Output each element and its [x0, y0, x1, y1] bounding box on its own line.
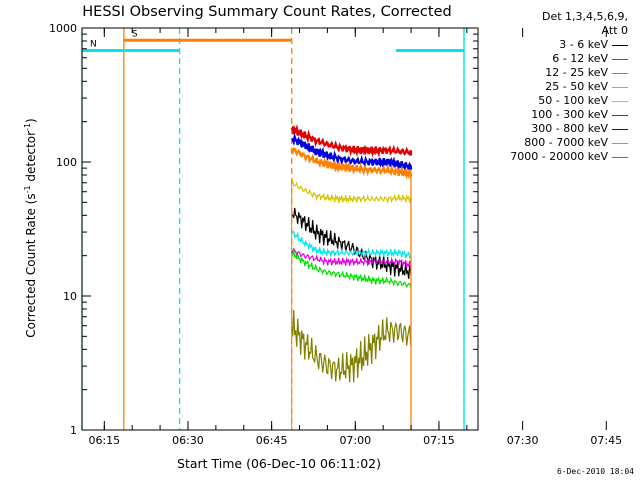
legend-swatch — [612, 72, 628, 74]
legend-swatch — [612, 114, 628, 116]
series-line — [291, 179, 412, 204]
legend-swatch — [612, 100, 628, 102]
legend-header-line1: Det 1,3,4,5,6,9, — [541, 10, 628, 23]
x-axis-label: Start Time (06-Dec-10 06:11:02) — [177, 456, 381, 471]
legend-swatch — [612, 142, 628, 144]
legend-item-label: 50 - 100 keV — [538, 94, 608, 107]
legend-swatch — [612, 128, 628, 130]
legend-item-label: 7000 - 20000 keV — [510, 150, 608, 163]
legend-header-line2: Att 0 — [601, 24, 628, 37]
legend-item: 100 - 300 keV — [478, 108, 628, 122]
legend: Det 1,3,4,5,6,9, Att 0 3 - 6 keV 6 - 12 k… — [478, 10, 628, 164]
legend-item-label: 12 - 25 keV — [545, 66, 608, 79]
y-tick-label: 1000 — [49, 22, 77, 35]
legend-item: 50 - 100 keV — [478, 94, 628, 108]
y-axis-label-main: Corrected Count Rate (s — [24, 193, 38, 337]
legend-item-label: 25 - 50 keV — [545, 80, 608, 93]
legend-item-label: 300 - 800 keV — [531, 122, 608, 135]
series-line — [291, 250, 412, 289]
x-tick-label: 07:15 — [423, 434, 455, 447]
y-axis-label: Corrected Count Rate (s-1 detector-1) — [23, 118, 38, 337]
y-tick-label: 10 — [63, 290, 77, 303]
y-axis-label-end: ) — [24, 118, 38, 123]
legend-item: 25 - 50 keV — [478, 80, 628, 94]
legend-item: 3 - 6 keV — [478, 38, 628, 52]
timestamp: 6-Dec-2010 18:04 — [556, 467, 634, 476]
x-tick-label: 07:00 — [339, 434, 371, 447]
series-line — [291, 247, 412, 269]
x-tick-label: 06:30 — [172, 434, 204, 447]
series-line — [290, 147, 413, 180]
legend-item-label: 6 - 12 keV — [552, 52, 608, 65]
x-tick-label: 07:30 — [507, 434, 539, 447]
series-line — [291, 230, 412, 260]
chart-title: HESSI Observing Summary Count Rates, Cor… — [82, 4, 451, 20]
legend-item-label: 800 - 7000 keV — [524, 136, 608, 149]
plot-frame — [81, 27, 479, 431]
series-line — [291, 309, 412, 383]
y-tick-label: 100 — [56, 156, 77, 169]
x-tick-label: 06:15 — [88, 434, 120, 447]
legend-swatch — [612, 156, 628, 158]
flag-label: N — [90, 39, 97, 49]
flag-label: S — [132, 29, 138, 39]
legend-item-label: 3 - 6 keV — [559, 38, 608, 51]
y-tick-label: 1 — [70, 424, 77, 437]
legend-item: 800 - 7000 keV — [478, 136, 628, 150]
y-axis-label-sup2: -1 — [23, 123, 32, 131]
x-tick-label: 06:45 — [256, 434, 288, 447]
legend-item: 7000 - 20000 keV — [478, 150, 628, 164]
legend-swatch — [612, 44, 628, 46]
legend-item: 12 - 25 keV — [478, 66, 628, 80]
legend-item-label: 100 - 300 keV — [531, 108, 608, 121]
legend-item: 300 - 800 keV — [478, 122, 628, 136]
y-axis-label-mid: detector — [24, 131, 38, 186]
series-line — [290, 123, 413, 158]
legend-item: 6 - 12 keV — [478, 52, 628, 66]
x-tick-label: 07:45 — [590, 434, 622, 447]
legend-swatch — [612, 86, 628, 88]
series-line — [291, 132, 413, 173]
y-axis-label-sup1: -1 — [23, 185, 32, 193]
legend-swatch — [612, 58, 628, 60]
